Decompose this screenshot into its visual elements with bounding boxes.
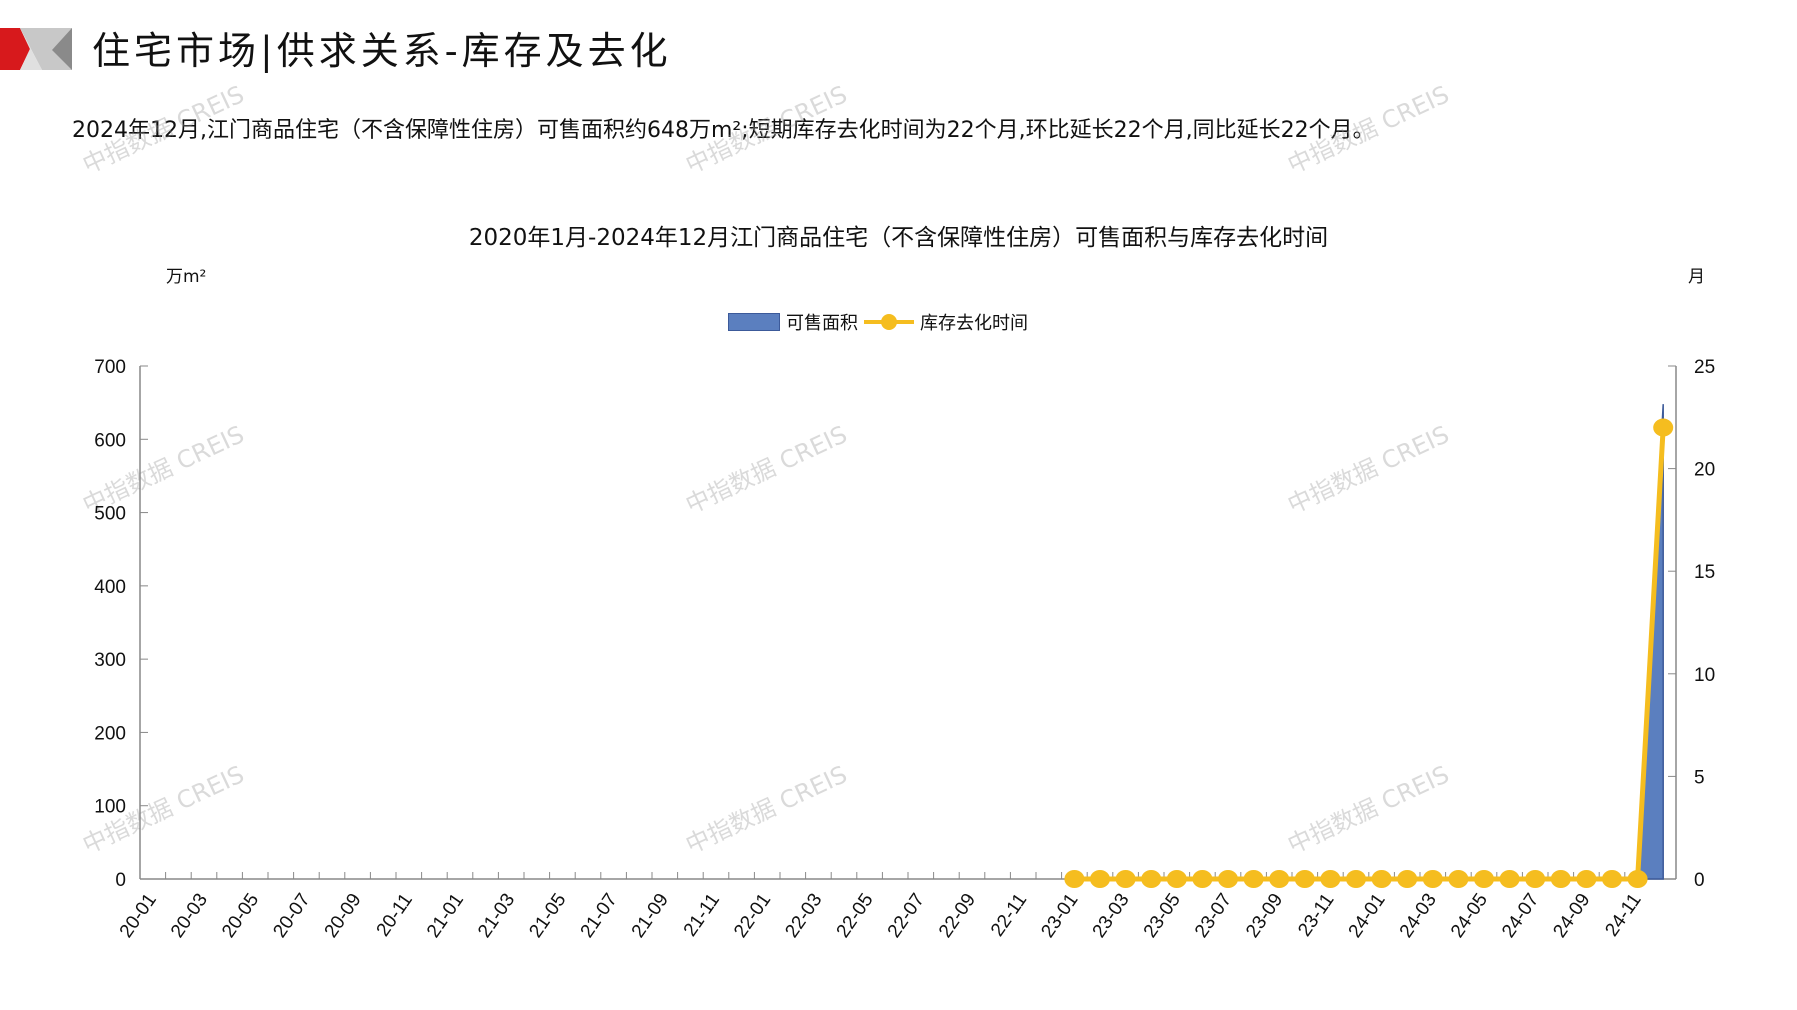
left-tick-label: 600: [94, 430, 126, 451]
area-series-可售面积: [1074, 404, 1664, 880]
left-tick-label: 300: [94, 650, 126, 671]
x-tick-label: 21-01: [423, 890, 468, 942]
x-tick-label: 23-05: [1140, 890, 1185, 942]
left-tick-label: 100: [94, 797, 126, 818]
line-point: [1653, 418, 1674, 437]
x-tick-label: 24-11: [1601, 890, 1645, 941]
line-point: [1550, 870, 1571, 888]
x-tick-label: 21-11: [680, 890, 724, 941]
x-tick-label: 22-01: [730, 890, 775, 942]
legend-label-line: 库存去化时间: [920, 313, 1028, 334]
line-point: [1294, 870, 1315, 888]
left-tick-label: 500: [94, 504, 126, 525]
x-tick-label: 23-07: [1191, 890, 1236, 942]
x-tick-label: 20-11: [373, 890, 417, 941]
x-tick-label: 20-01: [116, 890, 161, 942]
x-tick-label: 22-05: [833, 890, 878, 942]
page-title: 住宅市场|供求关系-库存及去化: [92, 29, 672, 73]
x-tick-label: 24-03: [1396, 890, 1441, 942]
left-tick-label: 700: [94, 357, 126, 378]
line-point: [1422, 870, 1443, 888]
x-tick-label: 23-03: [1089, 890, 1134, 942]
x-tick-label: 20-03: [167, 890, 212, 942]
x-tick-label: 22-07: [884, 890, 929, 942]
x-tick-label: 23-11: [1294, 890, 1338, 941]
line-point: [1141, 870, 1162, 888]
x-tick-label: 23-09: [1242, 890, 1287, 942]
line-point: [1525, 870, 1546, 888]
x-tick-label: 24-09: [1549, 890, 1594, 942]
right-tick-label: 20: [1694, 460, 1715, 481]
line-point: [1320, 870, 1341, 888]
x-tick-label: 22-03: [781, 890, 826, 942]
line-point: [1371, 870, 1392, 888]
right-tick-label: 15: [1694, 562, 1715, 583]
x-tick-label: 20-05: [218, 890, 263, 942]
legend-label-area: 可售面积: [786, 313, 858, 334]
line-point: [1448, 870, 1469, 888]
x-tick-label: 24-01: [1345, 890, 1390, 942]
chart-title: 2020年1月-2024年12月江门商品住宅（不含保障性住房）可售面积与库存去化…: [468, 225, 1329, 251]
x-tick-label: 21-09: [628, 890, 673, 942]
line-point: [1576, 870, 1597, 888]
x-tick-label: 22-09: [935, 890, 980, 942]
left-axis-unit: 万m²: [166, 267, 207, 287]
x-tick-label: 21-07: [577, 890, 622, 942]
legend-swatch-area: [728, 313, 780, 331]
right-tick-label: 0: [1694, 870, 1705, 891]
right-tick-label: 25: [1694, 357, 1715, 378]
line-point: [1166, 870, 1187, 888]
line-point: [1602, 870, 1622, 888]
x-tick-label: 24-05: [1447, 890, 1492, 942]
line-point: [1218, 870, 1238, 888]
x-tick-label: 21-05: [525, 890, 570, 942]
line-point: [1115, 870, 1136, 888]
legend-swatch-line: [864, 310, 914, 334]
line-point: [1346, 870, 1366, 888]
line-point: [1192, 870, 1213, 888]
line-point: [1499, 870, 1520, 888]
x-tick-label: 20-09: [321, 890, 366, 942]
x-tick-label: 23-01: [1037, 890, 1082, 942]
line-point: [1397, 870, 1418, 888]
right-axis-unit: 月: [1688, 267, 1705, 287]
right-tick-label: 10: [1694, 665, 1715, 686]
summary-text: 2024年12月,江门商品住宅（不含保障性住房）可售面积约648万m²;短期库存…: [72, 118, 1375, 143]
line-point: [1627, 870, 1648, 888]
x-tick-label: 24-07: [1498, 890, 1543, 942]
left-tick-label: 200: [94, 723, 126, 744]
brand-logo: [0, 28, 72, 70]
legend: 可售面积 库存去化时间: [728, 309, 1028, 335]
left-tick-label: 400: [94, 577, 126, 598]
line-point: [1090, 870, 1110, 888]
x-tick-label: 21-03: [474, 890, 519, 942]
left-tick-label: 0: [115, 870, 126, 891]
line-point: [1243, 870, 1264, 888]
right-tick-label: 5: [1694, 767, 1705, 788]
line-point: [1474, 870, 1494, 888]
line-point: [1269, 870, 1290, 888]
x-tick-label: 20-07: [269, 890, 314, 942]
x-tick-label: 22-11: [987, 890, 1031, 941]
line-point: [1064, 870, 1085, 888]
line-series-库存去化时间: [1074, 427, 1666, 882]
